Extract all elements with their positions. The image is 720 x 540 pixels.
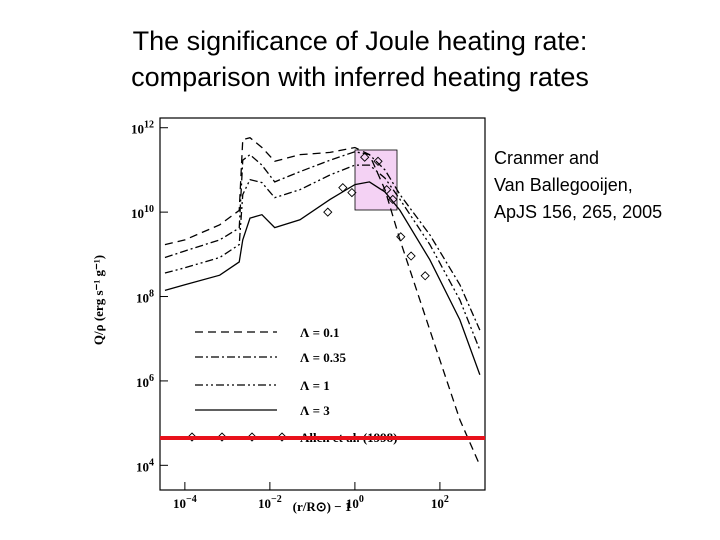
legend-label: Λ = 1 (300, 378, 330, 393)
legend-marker (187, 432, 197, 442)
data-line (164, 136, 481, 466)
data-point (338, 183, 348, 193)
legend-marker (277, 432, 287, 442)
data-point (406, 251, 416, 261)
plot: (r/R⊙) − 1 Q/ρ (erg s⁻¹ g⁻¹) 104 106 108 10… (91, 117, 486, 514)
legend-marker (217, 432, 227, 442)
legend-label: Λ = 0.1 (300, 325, 339, 340)
data-line (164, 151, 481, 331)
y-tick-label: 104 (136, 457, 154, 474)
legend-label: Λ = 0.35 (300, 350, 346, 365)
citation: Cranmer and (494, 148, 599, 168)
data-point (420, 271, 430, 281)
slide-title: The significance of Joule heating rate: (133, 26, 588, 56)
data-point (360, 152, 370, 162)
data-point (382, 185, 392, 195)
y-tick-label: 106 (136, 373, 154, 390)
citation: Van Ballegooijen, (494, 175, 633, 195)
citation: ApJS 156, 265, 2005 (494, 202, 662, 222)
plot-frame (159, 117, 486, 491)
x-tick-label: 100 (346, 494, 364, 511)
y-axis-label: Q/ρ (erg s⁻¹ g⁻¹) (91, 255, 106, 345)
data-line (164, 164, 481, 351)
y-tick-label: 1012 (131, 120, 154, 137)
x-tick-label: 10−4 (173, 494, 197, 511)
data-point (388, 194, 398, 205)
data-line (164, 181, 481, 375)
y-tick-label: 108 (136, 289, 154, 306)
data-point (396, 232, 406, 242)
x-tick-label: 102 (431, 494, 449, 511)
x-tick-label: 10−2 (258, 494, 282, 511)
x-axis-label: (r/R⊙) − 1 (293, 499, 352, 514)
y-tick-label: 1010 (131, 204, 154, 221)
data-point (373, 156, 383, 166)
legend-label: Λ = 3 (300, 403, 330, 418)
data-point (323, 207, 333, 217)
slide-title: comparison with inferred heating rates (131, 62, 589, 92)
legend-marker (247, 432, 257, 442)
data-point (347, 187, 357, 198)
